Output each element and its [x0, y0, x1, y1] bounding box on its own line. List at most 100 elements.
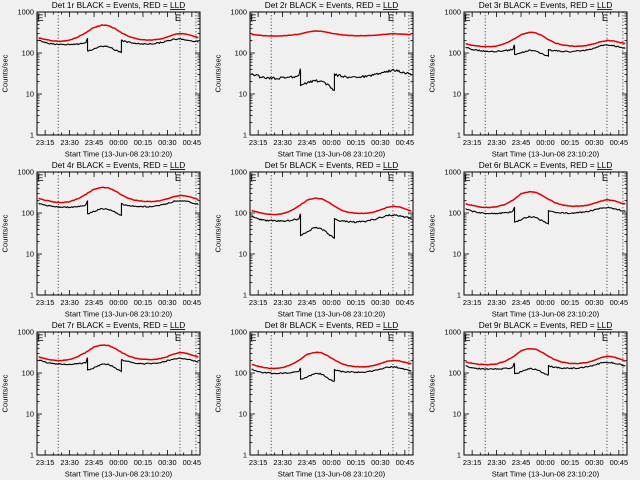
curves	[251, 30, 413, 91]
y-axis-label: Counts/sec	[0, 374, 9, 412]
plot-canvas: Det 1r BLACK = Events, RED = LLD 1000 100 1…	[0, 0, 201, 159]
lld-legend-label: LLD	[597, 320, 612, 330]
plot-title: Det 8r BLACK = Events, RED = LLD	[265, 320, 399, 330]
y-tick-label: 100	[448, 49, 460, 58]
x-tick-label: 00:15	[134, 458, 152, 467]
x-tick-label: 00:45	[183, 138, 201, 147]
plot-title: Det 1r BLACK = Events, RED = LLD	[52, 0, 186, 10]
x-tick-label: 00:30	[158, 138, 176, 147]
x-tick-label: 00:30	[158, 298, 176, 307]
tick-marks	[463, 171, 627, 296]
x-tick-label: 23:30	[274, 138, 292, 147]
curves	[251, 197, 413, 239]
tick-marks	[36, 171, 200, 296]
events-curve	[38, 357, 199, 373]
x-tick-label: 23:30	[60, 138, 78, 147]
x-tick-label: 23:45	[298, 458, 316, 467]
y-tick-label: 1	[30, 131, 34, 140]
y-tick-label: 100	[235, 209, 247, 218]
curves	[251, 351, 412, 382]
lld-curve	[38, 24, 199, 43]
x-tick-label: 23:45	[511, 138, 529, 147]
y-tick-label: 1000	[18, 8, 34, 17]
x-axis-label: Start Time (13-Jun-08 23:10:20)	[278, 309, 386, 318]
plot-title: Det 9r BLACK = Events, RED = LLD	[478, 320, 612, 330]
tick-marks	[250, 11, 414, 136]
eclipse-marker: E	[37, 173, 43, 184]
eclipse-marker: E	[464, 13, 470, 24]
y-tick-label: 10	[26, 410, 34, 419]
detector-plot-8: Det 8r BLACK = Events, RED = LLD 1000 100 1…	[213, 320, 426, 480]
y-tick-label: 1000	[231, 168, 247, 177]
y-tick-label: 10	[452, 250, 460, 259]
x-axis-label: Start Time (13-Jun-08 23:10:20)	[65, 309, 173, 318]
axis-box	[463, 171, 628, 296]
curves	[464, 190, 626, 225]
plot-canvas: Det 9r BLACK = Events, RED = LLD 1000 100 1…	[427, 320, 628, 479]
curves	[465, 31, 626, 57]
plot-canvas: Det 3r BLACK = Events, RED = LLD 1000 100 1…	[427, 0, 628, 159]
events-curve	[251, 365, 412, 382]
y-tick-label: 10	[26, 250, 34, 259]
eclipse-marker: E	[388, 13, 394, 24]
x-tick-label: 23:15	[36, 138, 54, 147]
y-tick-label: 1000	[231, 328, 247, 337]
y-tick-label: 1	[457, 451, 461, 460]
detector-plot-3: Det 3r BLACK = Events, RED = LLD 1000 100 1…	[427, 0, 640, 160]
events-curve	[38, 37, 199, 54]
x-tick-label: 00:00	[536, 138, 554, 147]
x-tick-label: 00:00	[536, 298, 554, 307]
detector-plot-7: Det 7r BLACK = Events, RED = LLD 1000 100 1…	[0, 320, 213, 480]
y-tick-label: 100	[448, 209, 460, 218]
eclipse-marker: E	[464, 173, 470, 184]
y-axis-label: Counts/sec	[214, 374, 223, 412]
y-axis-label: Counts/sec	[427, 54, 436, 92]
eclipse-marker: E	[37, 13, 43, 24]
x-tick-label: 23:30	[487, 138, 505, 147]
y-tick-label: 100	[22, 49, 34, 58]
x-tick-label: 00:30	[158, 458, 176, 467]
x-tick-label: 23:15	[463, 458, 481, 467]
y-tick-label: 1	[30, 291, 34, 300]
plot-canvas: Det 8r BLACK = Events, RED = LLD 1000 100 1…	[214, 320, 415, 479]
detector-plot-1: Det 1r BLACK = Events, RED = LLD 1000 100 1…	[0, 0, 213, 160]
lld-legend-label: LLD	[170, 160, 185, 170]
x-tick-label: 00:15	[134, 138, 152, 147]
plot-canvas: Det 7r BLACK = Events, RED = LLD 1000 100 1…	[0, 320, 201, 479]
x-tick-label: 00:45	[396, 298, 414, 307]
lld-legend-label: LLD	[383, 0, 398, 10]
curves	[38, 344, 199, 373]
y-axis-label: Counts/sec	[0, 54, 9, 92]
y-axis-label: Counts/sec	[0, 214, 9, 252]
events-curve	[251, 68, 413, 91]
axis-box	[463, 11, 628, 136]
eclipse-marker: E	[175, 173, 181, 184]
x-tick-label: 00:15	[134, 298, 152, 307]
x-tick-label: 00:00	[323, 458, 341, 467]
y-tick-label: 1	[243, 451, 247, 460]
lld-curve	[38, 186, 199, 204]
plot-title: Det 7r BLACK = Events, RED = LLD	[52, 320, 186, 330]
x-tick-label: 00:45	[183, 298, 201, 307]
x-tick-label: 23:15	[463, 298, 481, 307]
lld-curve	[465, 31, 626, 48]
x-tick-label: 00:00	[109, 298, 127, 307]
eclipse-marker: E	[250, 173, 256, 184]
x-tick-label: 00:00	[536, 458, 554, 467]
eclipse-marker: E	[601, 13, 607, 24]
y-tick-label: 10	[239, 250, 247, 259]
tick-marks	[463, 331, 627, 456]
x-tick-label: 00:15	[560, 298, 578, 307]
eclipse-marker: E	[388, 173, 394, 184]
eclipse-marker: E	[175, 13, 181, 24]
x-tick-label: 23:30	[60, 298, 78, 307]
y-tick-label: 1	[457, 131, 461, 140]
y-tick-label: 10	[452, 90, 460, 99]
detector-plot-2: Det 2r BLACK = Events, RED = LLD 1000 100 1…	[213, 0, 426, 160]
x-axis-label: Start Time (13-Jun-08 23:10:20)	[278, 149, 386, 158]
x-tick-label: 00:00	[323, 298, 341, 307]
tick-marks	[250, 331, 414, 456]
x-axis-label: Start Time (13-Jun-08 23:10:20)	[491, 469, 599, 478]
x-tick-label: 00:45	[609, 458, 627, 467]
curves	[38, 186, 199, 216]
